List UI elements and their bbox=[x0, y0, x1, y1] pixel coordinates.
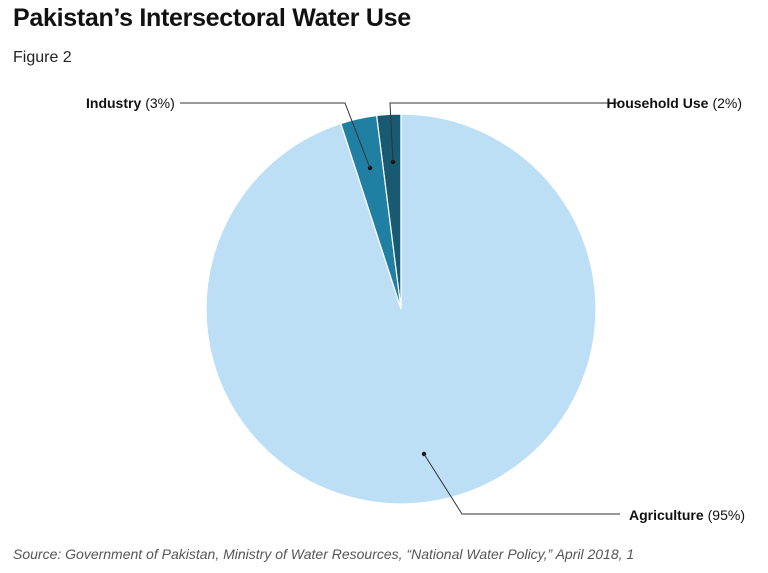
svg-text:Agriculture(95%): Agriculture (95%) bbox=[629, 507, 745, 523]
source-note: Source: Government of Pakistan, Ministry… bbox=[13, 546, 635, 562]
pie-slice-agriculture bbox=[205, 113, 597, 505]
svg-text:Household Use(2%): Household Use (2%) bbox=[607, 95, 742, 111]
label-industry-name: Industry bbox=[86, 95, 141, 111]
label-industry-value: (3%) bbox=[145, 95, 175, 111]
leader-line-industry bbox=[180, 102, 371, 169]
leader-line-agriculture bbox=[423, 453, 620, 515]
label-household: Household Use (2%) bbox=[607, 95, 742, 111]
label-household-value: (2%) bbox=[712, 95, 742, 111]
leader-line-household bbox=[389, 102, 620, 163]
leader-household bbox=[389, 102, 620, 165]
label-household-name: Household Use bbox=[607, 95, 709, 111]
chart-title: Pakistan’s Intersectoral Water Use bbox=[13, 4, 411, 32]
leader-agriculture bbox=[421, 451, 620, 515]
chart-subtitle: Figure 2 bbox=[13, 49, 72, 66]
label-agriculture-value: (95%) bbox=[708, 507, 745, 523]
label-agriculture-name: Agriculture bbox=[629, 507, 704, 523]
leader-industry bbox=[180, 102, 373, 171]
label-industry: Industry (3%) bbox=[86, 95, 175, 111]
pie-slices bbox=[205, 113, 597, 505]
label-agriculture: Agriculture (95%) bbox=[629, 507, 745, 523]
svg-text:Industry(3%): Industry (3%) bbox=[86, 95, 175, 111]
